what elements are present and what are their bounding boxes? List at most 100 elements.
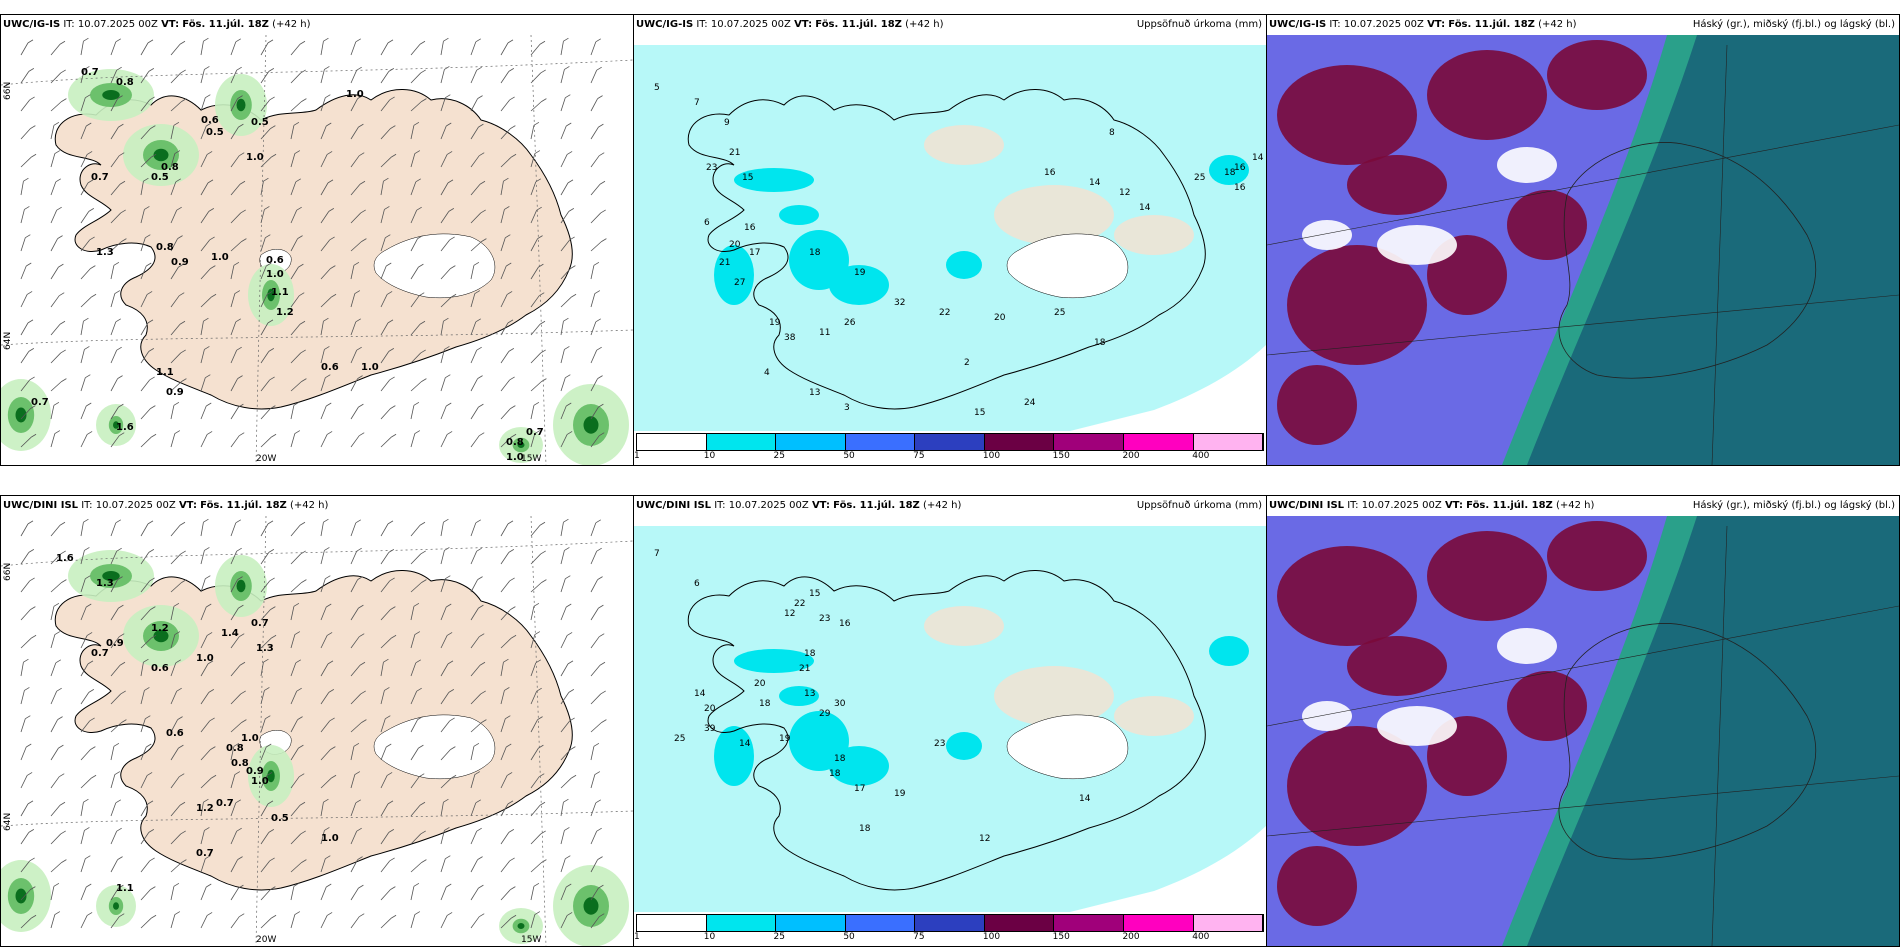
- shower-area-dark: [236, 98, 246, 112]
- wind-barb-flag: [299, 320, 306, 325]
- wind-barb-flag: [421, 579, 427, 583]
- wind-barb-flag: [419, 40, 426, 45]
- wind-barb-flag: [446, 151, 453, 155]
- wind-barb-flag: [595, 799, 601, 804]
- wind-barb: [200, 915, 208, 929]
- wind-barb: [290, 125, 295, 140]
- wind-barb-flag: [301, 859, 307, 863]
- wind-barb-flag: [294, 631, 301, 635]
- wind-barb: [440, 69, 445, 84]
- grid-line: [1, 329, 633, 346]
- legend-swatch: [984, 915, 1055, 931]
- wind-barb-flag: [601, 719, 607, 723]
- wind-barb: [20, 265, 27, 280]
- wind-barb: [170, 662, 177, 677]
- wind-barb-flag: [323, 798, 329, 803]
- wind-barb: [200, 522, 204, 537]
- dry-area: [924, 125, 1004, 165]
- wind-barb: [500, 436, 512, 448]
- wind-barb-flag: [205, 94, 211, 99]
- wind-barb-flag: [564, 346, 570, 350]
- wind-barb-flag: [268, 348, 275, 352]
- wind-barb-flag: [324, 827, 330, 831]
- map-panel-dini-clouds: UWC/DINI ISL IT: 10.07.2025 00Z VT: Fös.…: [1266, 495, 1900, 947]
- wind-barb: [170, 886, 175, 901]
- wind-barb-flag: [388, 549, 395, 553]
- wind-barb: [140, 42, 149, 56]
- wind-barb-flag: [358, 403, 364, 408]
- wind-barb: [380, 379, 390, 392]
- wind-barb: [140, 209, 145, 224]
- legend-tick-label: 10: [703, 451, 716, 461]
- wind-barb: [590, 636, 600, 649]
- wind-barb: [380, 436, 392, 448]
- wind-barb-flag: [567, 660, 574, 665]
- wind-barb-flag: [119, 180, 126, 185]
- precip-area-mid: [1209, 155, 1249, 185]
- wind-barb-flag: [266, 743, 272, 748]
- wind-barb-flag: [270, 634, 277, 639]
- wind-barb-flag: [389, 96, 395, 101]
- wind-barb: [500, 99, 510, 112]
- shower-value-label: 1.3: [96, 578, 114, 589]
- wind-barb: [350, 241, 362, 252]
- wind-barb-flag: [29, 96, 35, 101]
- wind-barb-flag: [203, 798, 209, 803]
- wind-barb: [290, 324, 301, 336]
- lat-label-66n: 66N: [3, 82, 13, 100]
- wind-barb: [110, 406, 119, 420]
- wind-barb: [320, 182, 329, 196]
- legend-swatch: [706, 915, 777, 931]
- precip-area-light: [634, 526, 1266, 916]
- wind-barb-flag: [180, 550, 186, 555]
- wind-barb: [500, 294, 508, 308]
- wind-barb-flag: [359, 661, 366, 666]
- wind-barb: [440, 125, 447, 140]
- wind-barb-flag: [325, 94, 331, 99]
- wind-barb-flag: [570, 293, 577, 298]
- precip-legend: 1 10 25 50 75 100 150 200 400: [634, 912, 1266, 946]
- wind-barb: [80, 405, 87, 420]
- wind-barb-flag: [233, 742, 240, 747]
- wind-barb-flag: [565, 374, 571, 379]
- wind-barb-flag: [54, 150, 61, 154]
- wind-barb: [350, 522, 357, 537]
- wind-barb-flag: [353, 261, 360, 266]
- wind-barb-flag: [539, 40, 546, 45]
- wind-barb-flag: [446, 431, 453, 435]
- wind-barb: [410, 719, 418, 733]
- wind-barb: [530, 405, 535, 420]
- precip-value-label: 14: [1089, 178, 1101, 188]
- wind-barb: [20, 718, 26, 733]
- wind-barb: [200, 606, 207, 621]
- wind-barb-flag: [563, 37, 569, 42]
- wind-barb-flag: [361, 238, 367, 242]
- precip-value-label: 18: [804, 649, 816, 659]
- wind-barb: [110, 722, 122, 733]
- cloud-high-area: [1277, 846, 1357, 926]
- wind-barb: [380, 209, 385, 224]
- wind-barb-flag: [266, 262, 272, 267]
- wind-barb: [560, 802, 564, 817]
- wind-barb-flag: [533, 401, 540, 406]
- wind-barb: [290, 606, 295, 621]
- wind-barb: [200, 692, 210, 705]
- wind-barb: [380, 860, 390, 873]
- wind-barb: [380, 351, 390, 364]
- wind-barb-flag: [238, 123, 244, 128]
- wind-barb: [170, 582, 182, 593]
- wind-barb-flag: [510, 153, 517, 158]
- wind-barb-flag: [510, 886, 516, 890]
- wind-barb-flag: [384, 206, 390, 210]
- wind-barb-flag: [419, 521, 426, 526]
- wind-barb: [470, 887, 479, 901]
- wind-barb: [20, 832, 30, 845]
- precip-value-label: 21: [729, 148, 740, 158]
- wind-barb: [440, 268, 451, 280]
- shower-map: 1.60.90.71.20.61.01.40.71.30.81.00.80.91…: [1, 496, 633, 946]
- wind-barb-flag: [30, 914, 37, 919]
- wind-barb: [500, 128, 511, 140]
- cloud-high-area: [1347, 155, 1447, 215]
- wind-barb: [560, 749, 571, 761]
- wind-barb-flag: [89, 717, 95, 722]
